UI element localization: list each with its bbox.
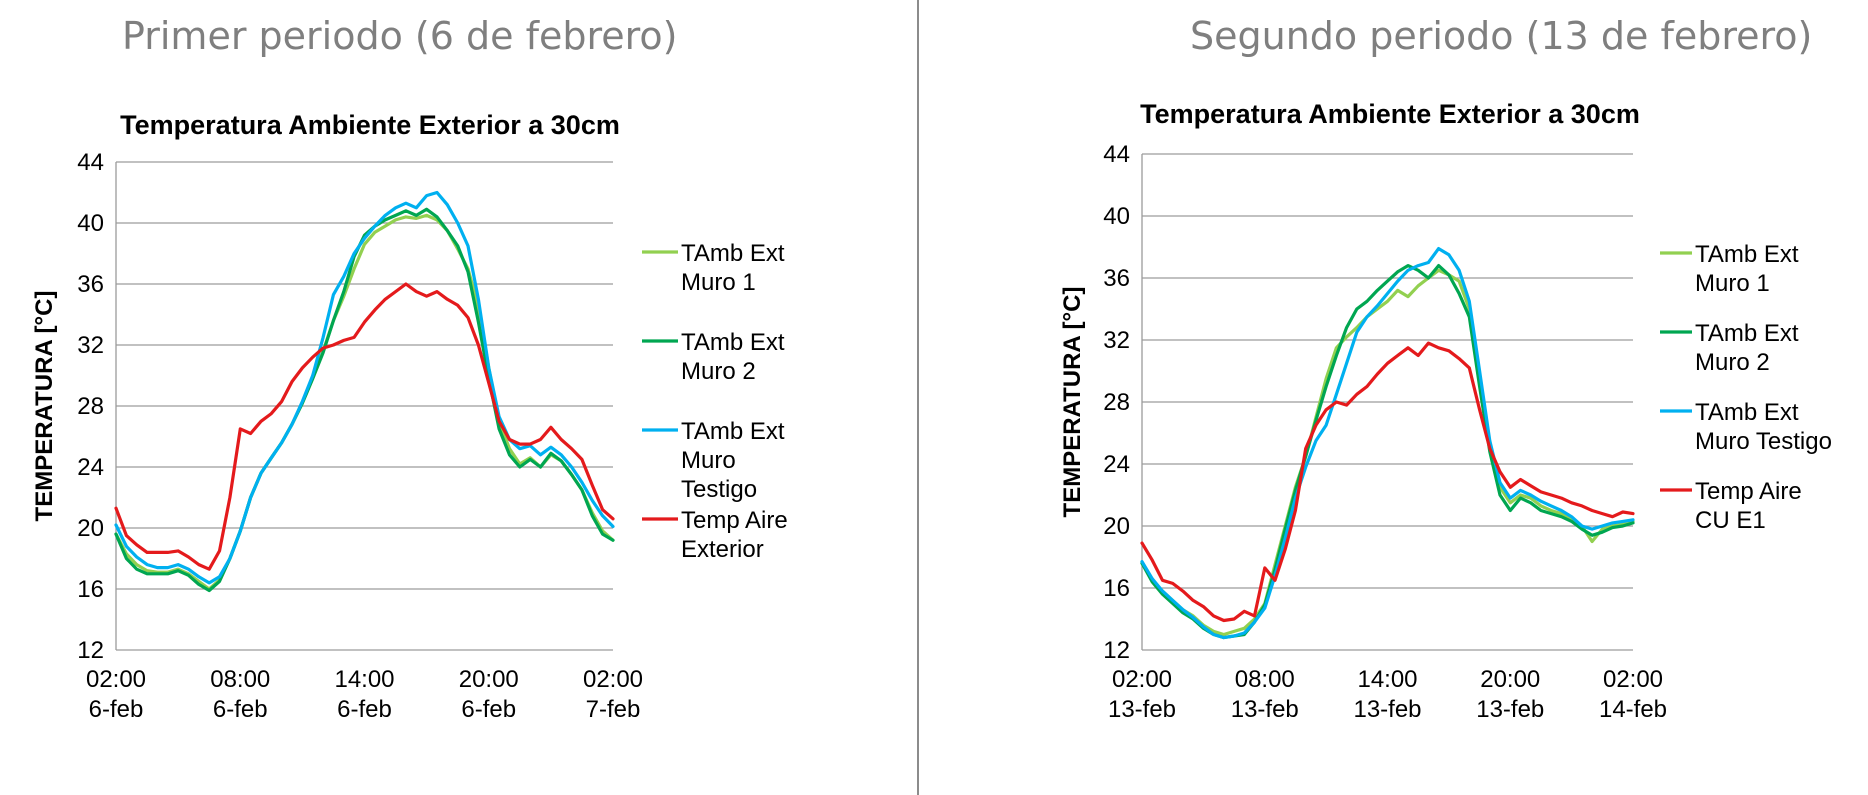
y-tick-label: 40 xyxy=(1103,203,1130,230)
x-tick-label-date: 7-feb xyxy=(586,696,641,723)
y-tick-label: 28 xyxy=(1103,389,1130,416)
y-tick-label: 32 xyxy=(77,332,104,359)
series-line-temp-aire-exterior xyxy=(114,282,615,571)
y-tick-label: 16 xyxy=(77,576,104,603)
legend-entry-tamb-ext-muro-2: TAmb Ext Muro 2 xyxy=(1695,320,1799,376)
x-tick-label-time: 08:00 xyxy=(210,666,270,693)
series-line-tamb-ext-muro-testigo xyxy=(1140,247,1635,640)
x-tick-label-time: 02:00 xyxy=(86,666,146,693)
y-tick-label: 20 xyxy=(77,515,104,542)
x-tick-label-date: 13-feb xyxy=(1231,696,1299,723)
y-tick-label: 44 xyxy=(77,149,104,176)
series-line-tamb-ext-muro-2 xyxy=(114,207,615,593)
legend-entry-temp-aire-exterior: Temp Aire Exterior xyxy=(681,507,788,563)
series-line-tamb-ext-muro-1 xyxy=(1140,268,1635,637)
legend-entry-tamb-ext-muro-1: TAmb Ext Muro 1 xyxy=(681,240,785,296)
y-tick-label: 24 xyxy=(77,454,104,481)
chart-title: Temperatura Ambiente Exterior a 30cm xyxy=(1140,99,1640,129)
legend-entry-temp-aire-cu-e1: Temp Aire CU E1 xyxy=(1695,478,1802,534)
y-tick-label: 32 xyxy=(1103,327,1130,354)
y-tick-label: 20 xyxy=(1103,513,1130,540)
x-tick-label-time: 02:00 xyxy=(583,666,643,693)
x-tick-label-time: 14:00 xyxy=(334,666,394,693)
y-tick-label: 36 xyxy=(1103,265,1130,292)
chart-primer-periodo: Temperatura Ambiente Exterior a 30cm 12 16… xyxy=(31,110,788,723)
x-tick-label-time: 20:00 xyxy=(1480,666,1540,693)
y-tick-label: 12 xyxy=(77,637,104,664)
y-axis-label: TEMPERATURA [°C] xyxy=(31,291,58,522)
x-tick-label-date: 6-feb xyxy=(337,696,392,723)
legend-entry-tamb-ext-muro-2: TAmb Ext Muro 2 xyxy=(681,329,785,385)
y-tick-label: 16 xyxy=(1103,575,1130,602)
y-tick-label: 36 xyxy=(77,271,104,298)
section-heading-primer-periodo: Primer periodo (6 de febrero) xyxy=(122,14,678,58)
y-tick-label: 44 xyxy=(1103,141,1130,168)
series-line-temp-aire-cu-e1 xyxy=(1140,341,1635,623)
legend-entry-tamb-ext-muro-1: TAmb Ext Muro 1 xyxy=(1695,241,1799,297)
legend-entry-tamb-ext-muro-testigo: TAmb Ext Muro Testigo xyxy=(681,418,785,503)
x-tick-label-date: 13-feb xyxy=(1353,696,1421,723)
y-axis-label: TEMPERATURA [°C] xyxy=(1059,287,1086,518)
series-line-tamb-ext-muro-1 xyxy=(114,213,615,591)
legend-entry-tamb-ext-muro-testigo: TAmb Ext Muro Testigo xyxy=(1695,399,1832,455)
x-tick-label-time: 08:00 xyxy=(1235,666,1295,693)
x-tick-label-date: 6-feb xyxy=(89,696,144,723)
x-tick-label-date: 13-feb xyxy=(1476,696,1544,723)
y-tick-label: 12 xyxy=(1103,637,1130,664)
y-tick-label: 28 xyxy=(77,393,104,420)
x-tick-label-time: 20:00 xyxy=(459,666,519,693)
x-tick-label-date: 6-feb xyxy=(213,696,268,723)
x-tick-label-date: 6-feb xyxy=(461,696,516,723)
x-tick-label-time: 02:00 xyxy=(1603,666,1663,693)
y-tick-label: 40 xyxy=(77,210,104,237)
x-tick-label-time: 14:00 xyxy=(1357,666,1417,693)
series-line-tamb-ext-muro-2 xyxy=(1140,264,1635,640)
x-tick-label-date: 14-feb xyxy=(1599,696,1667,723)
section-heading-segundo-periodo: Segundo periodo (13 de febrero) xyxy=(1190,14,1813,58)
y-tick-label: 24 xyxy=(1103,451,1130,478)
x-tick-label-date: 13-feb xyxy=(1108,696,1176,723)
chart-title: Temperatura Ambiente Exterior a 30cm xyxy=(120,110,620,140)
section-divider xyxy=(917,0,919,795)
x-tick-label-time: 02:00 xyxy=(1112,666,1172,693)
